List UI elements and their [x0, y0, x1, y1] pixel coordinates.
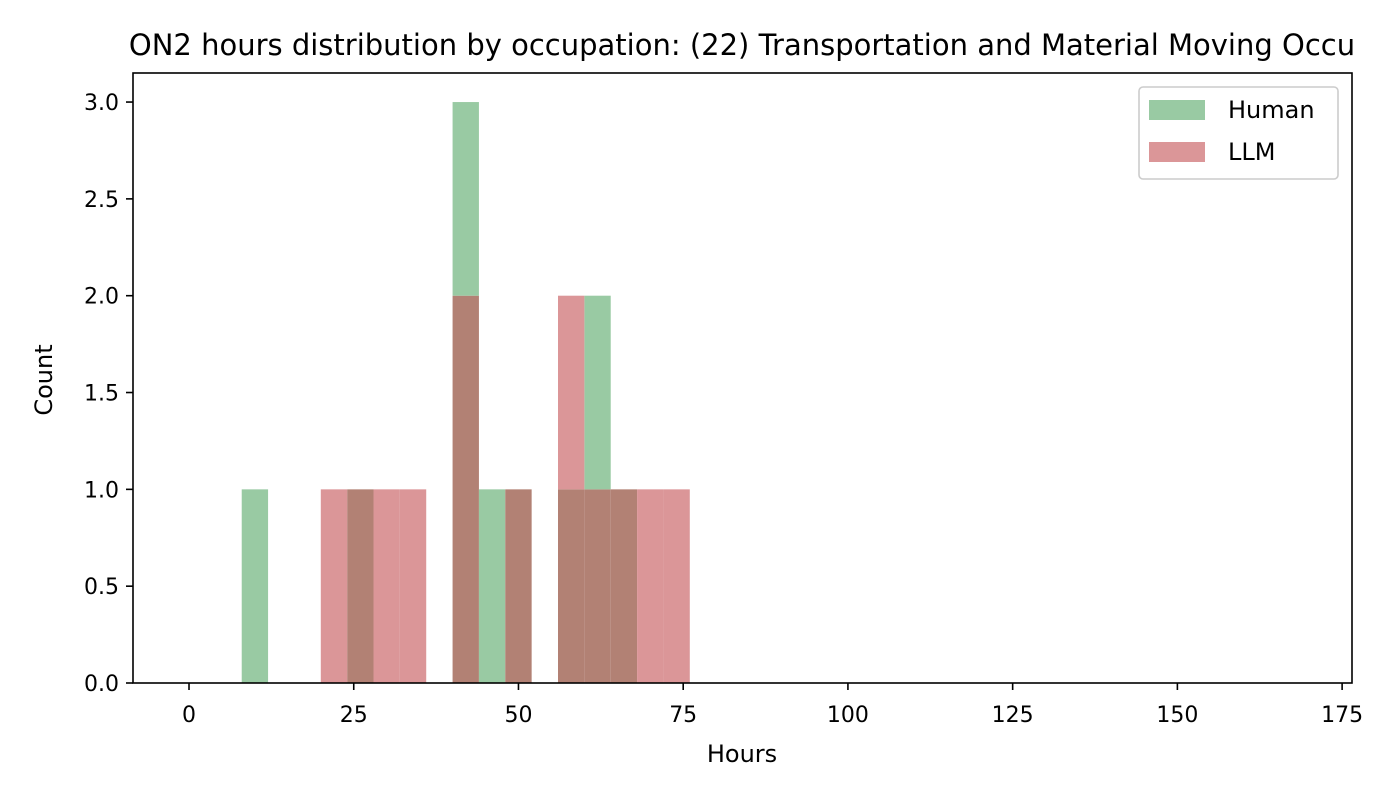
y-tick-label: 0.5	[84, 575, 119, 600]
x-axis-label: Hours	[707, 740, 777, 768]
x-tick-label: 125	[992, 703, 1034, 728]
bar-human	[241, 489, 269, 683]
x-tick-label: 175	[1321, 703, 1363, 728]
legend-label-human: Human	[1228, 96, 1315, 124]
bar-llm	[320, 489, 348, 683]
legend-label-llm: LLM	[1228, 138, 1275, 166]
y-tick-label: 2.5	[84, 188, 119, 213]
legend-swatch-llm	[1149, 142, 1205, 162]
bar-llm	[399, 489, 427, 683]
y-tick-label: 2.0	[84, 285, 119, 310]
y-tick-label: 0.0	[84, 672, 119, 697]
bar-human	[452, 102, 479, 296]
legend: Human LLM	[1138, 86, 1339, 180]
bars-layer	[241, 102, 690, 683]
bar-overlap	[505, 489, 532, 683]
bar-llm	[637, 489, 664, 683]
plot-frame	[132, 72, 1353, 684]
bar-llm	[558, 295, 585, 490]
bar-human	[478, 489, 506, 683]
bar-llm	[373, 489, 400, 683]
chart-title: ON2 hours distribution by occupation: (2…	[129, 28, 1355, 62]
bar-overlap	[610, 489, 638, 683]
x-tick-label: 100	[827, 703, 869, 728]
bar-overlap	[347, 489, 374, 683]
x-tick-label: 0	[182, 703, 196, 728]
y-tick-label: 1.5	[84, 382, 119, 407]
bar-overlap	[558, 489, 585, 683]
y-tick-label: 1.0	[84, 478, 119, 503]
y-axis-label: Count	[30, 344, 58, 415]
x-tick-label: 25	[340, 703, 368, 728]
y-axis-ticks: 0.0 0.5 1.0 1.5 2.0 2.5 3.0	[84, 91, 133, 697]
bar-overlap	[584, 489, 611, 683]
bar-human	[584, 295, 611, 490]
bar-overlap	[452, 295, 479, 683]
y-tick-label: 3.0	[84, 91, 119, 116]
x-axis-ticks: 0 25 50 75 100 125 150 175	[182, 683, 1363, 728]
x-tick-label: 150	[1156, 703, 1198, 728]
legend-swatch-human	[1149, 100, 1205, 120]
x-tick-label: 50	[504, 703, 532, 728]
x-tick-label: 75	[669, 703, 697, 728]
bar-llm	[663, 489, 690, 683]
